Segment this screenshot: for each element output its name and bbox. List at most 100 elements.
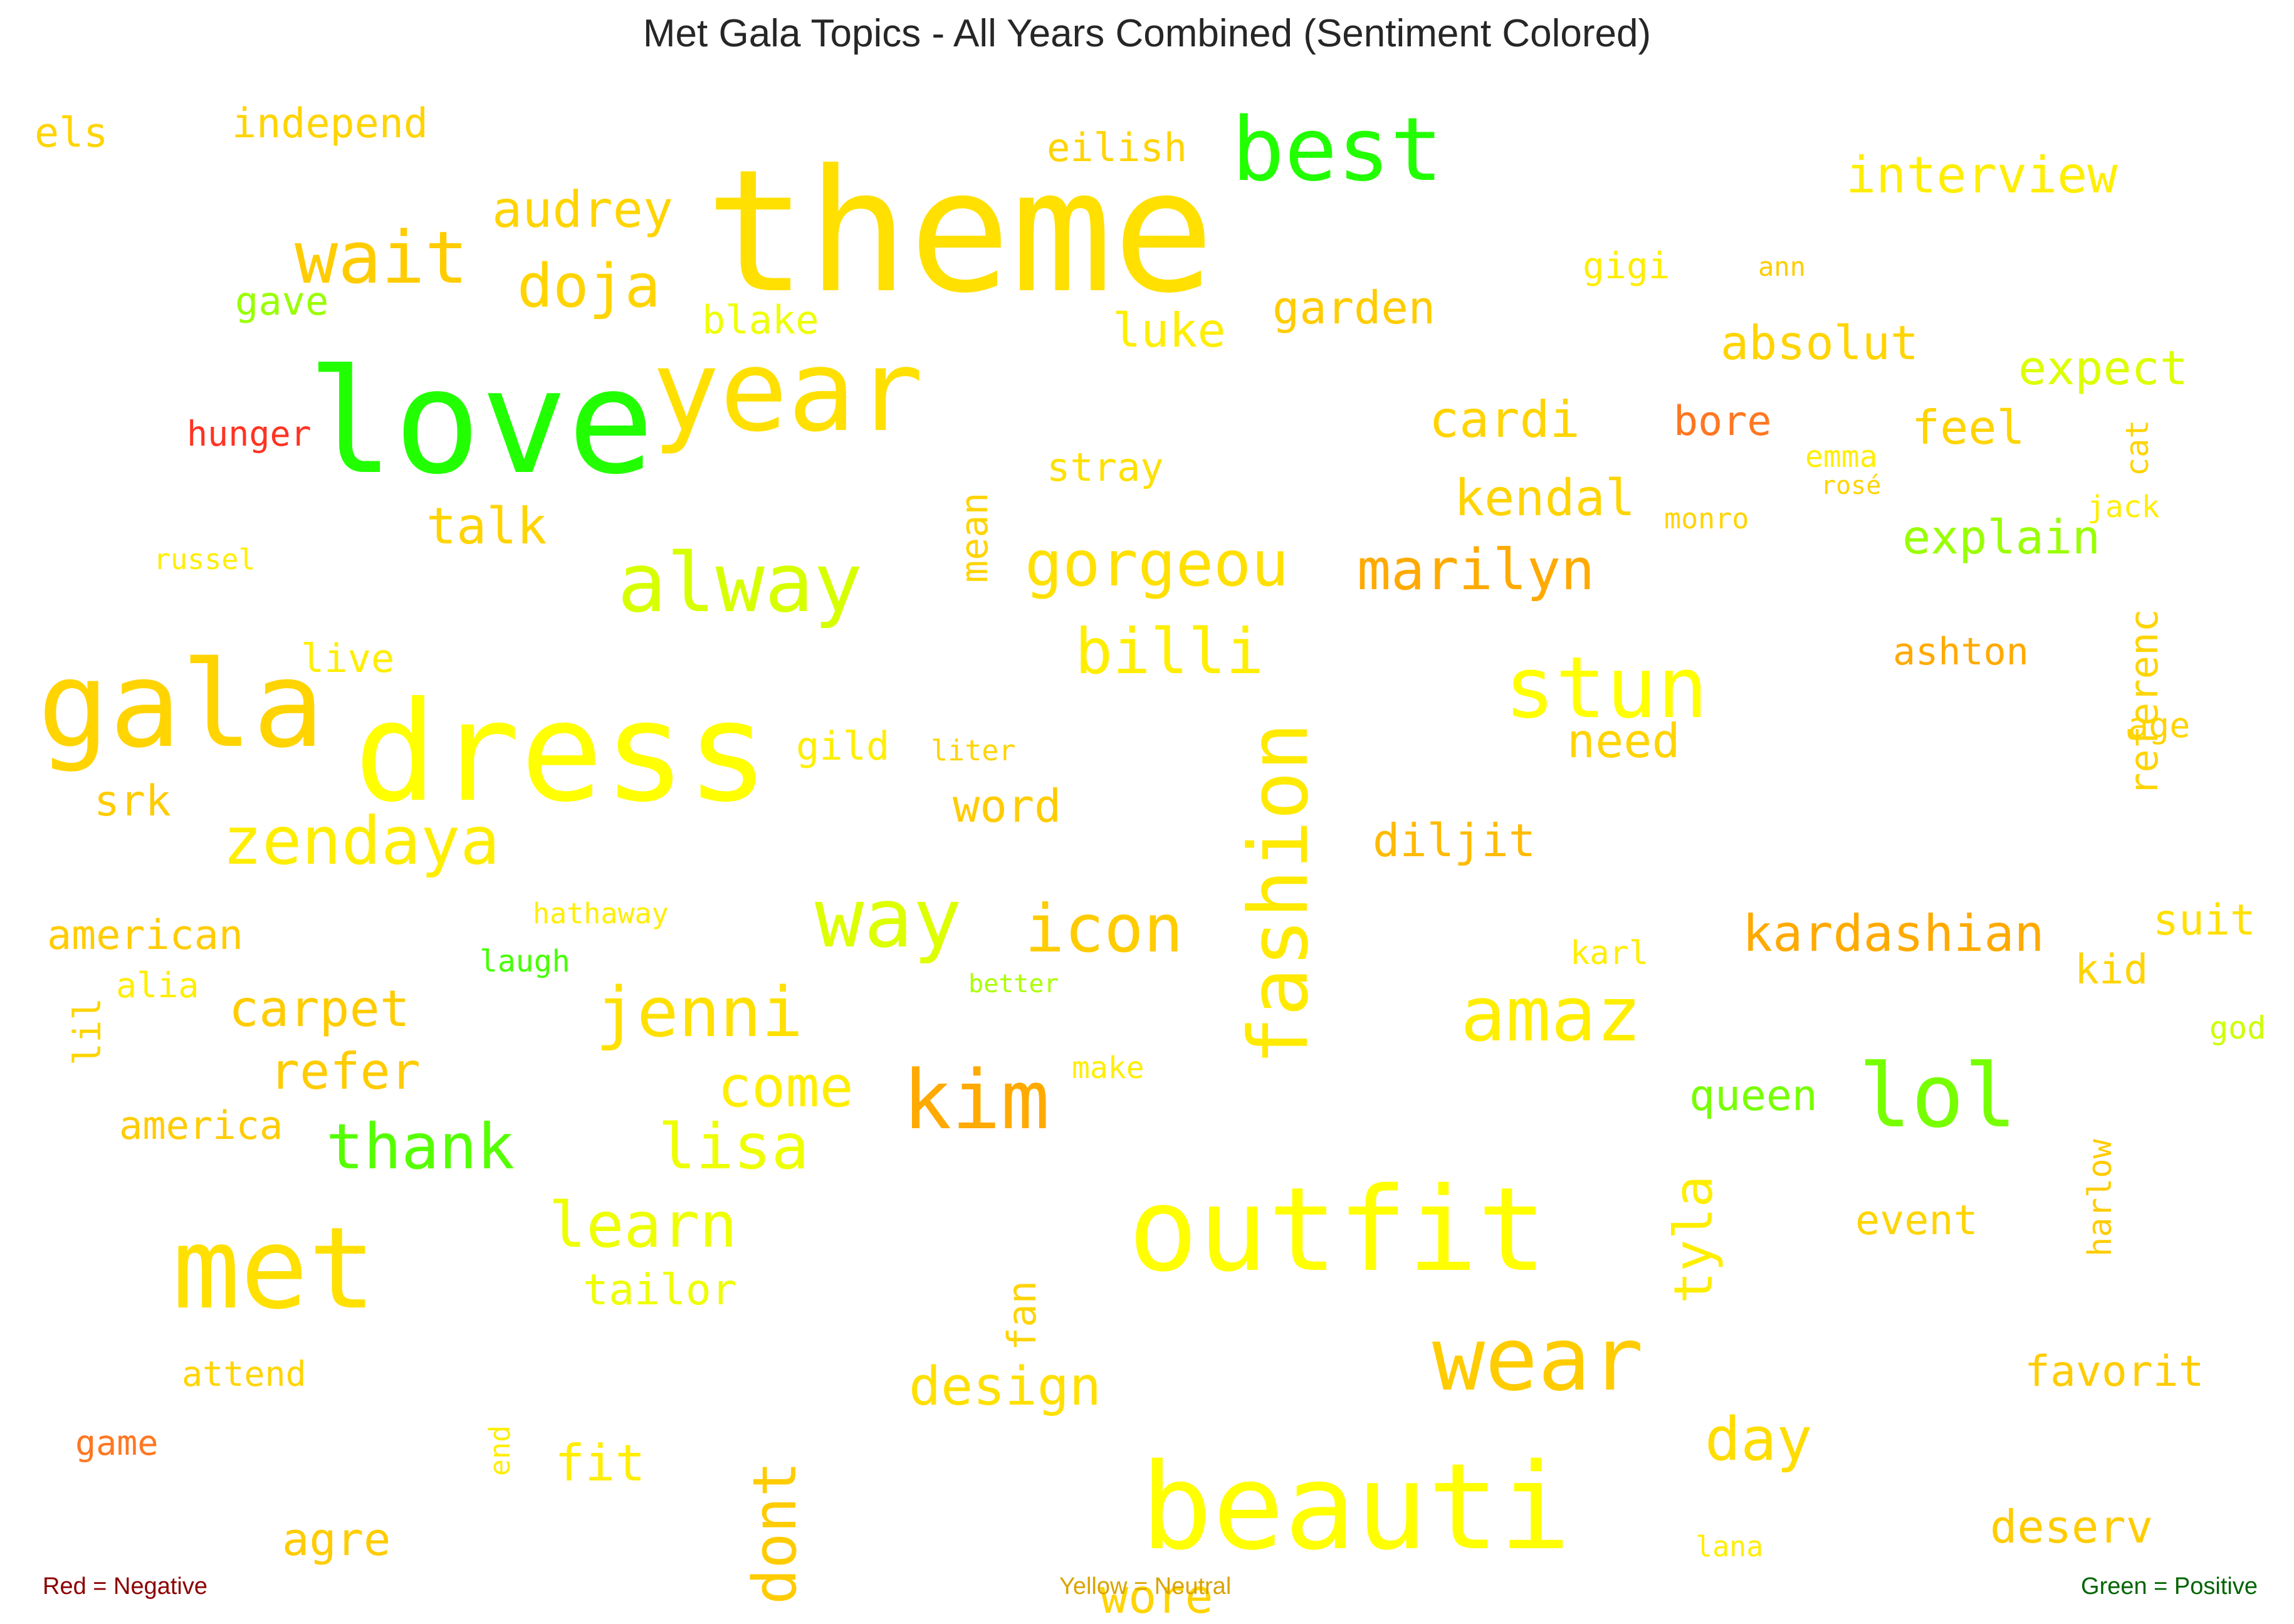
word-come: come (718, 1054, 854, 1120)
word-absolut: absolut (1721, 315, 1919, 370)
word-independ: independ (232, 100, 429, 147)
word-kim: kim (903, 1052, 1050, 1148)
word-marilyn: marilyn (1357, 537, 1595, 603)
word-icon: icon (1025, 891, 1183, 967)
word-stun: stun (1504, 639, 1709, 737)
word-laugh: laugh (479, 944, 570, 979)
word-make: make (1072, 1050, 1144, 1086)
word-monro: monro (1664, 502, 1749, 535)
word-cat: cat (2119, 419, 2155, 476)
word-gala: gala (38, 636, 325, 774)
word-els: els (34, 110, 108, 157)
word-wait: wait (295, 216, 468, 300)
chart-title: Met Gala Topics - All Years Combined (Se… (642, 12, 1652, 55)
word-srk: srk (94, 777, 171, 826)
word-expect: expect (2018, 340, 2188, 396)
word-russel: russel (154, 543, 256, 576)
word-gorgeou: gorgeou (1025, 527, 1289, 600)
word-deserv: deserv (1990, 1501, 2154, 1553)
word-talk: talk (426, 497, 547, 555)
word-american: american (47, 912, 244, 959)
word-lil: lil (66, 997, 110, 1066)
word-jack: jack (2087, 490, 2160, 525)
word-doja: doja (517, 252, 661, 321)
word-gild: gild (796, 723, 890, 769)
word-learn: learn (548, 1188, 738, 1262)
word-gigi: gigi (1583, 244, 1670, 287)
word-carpet: carpet (229, 980, 410, 1038)
word-kid: kid (2075, 946, 2149, 993)
word-fit: fit (555, 1434, 646, 1492)
word-theme: theme (705, 133, 1215, 330)
word-word: word (953, 780, 1062, 832)
word-harlow: harlow (2082, 1139, 2119, 1257)
word-rosé: rosé (1821, 471, 1882, 500)
word-alway: alway (617, 535, 863, 631)
word-bore: bore (1673, 398, 1772, 445)
word-zendaya: zendaya (223, 803, 500, 879)
word-met: met (172, 1203, 377, 1334)
word-jenni: jenni (595, 972, 804, 1052)
legend-negative: Red = Negative (43, 1573, 207, 1600)
word-thank: thank (326, 1110, 515, 1183)
word-attend: attend (182, 1354, 306, 1394)
word-cardi: cardi (1429, 390, 1580, 449)
word-outfit: outfit (1128, 1162, 1548, 1297)
word-liter: liter (931, 734, 1016, 767)
word-design: design (909, 1356, 1102, 1418)
word-ann: ann (1758, 251, 1806, 282)
word-better: better (968, 970, 1059, 998)
word-feel: feel (1912, 400, 2025, 455)
word-diljit: diljit (1373, 814, 1536, 867)
word-way: way (815, 871, 962, 966)
word-age: age (2128, 705, 2191, 745)
word-best: best (1232, 99, 1443, 201)
word-dress: dress (354, 672, 770, 832)
word-ashton: ashton (1893, 630, 2029, 674)
word-alia: alia (116, 965, 199, 1005)
word-fashion: fashion (1231, 722, 1326, 1066)
word-suit: suit (2153, 896, 2256, 945)
word-need: need (1567, 713, 1680, 768)
word-billi: billi (1075, 615, 1264, 688)
legend-neutral: Yellow = Neutral (1059, 1573, 1232, 1600)
word-dont: dont (741, 1461, 810, 1605)
word-mean: mean (953, 492, 997, 584)
word-queen: queen (1689, 1071, 1818, 1121)
word-lana: lana (1695, 1530, 1764, 1563)
word-audrey: audrey (492, 181, 673, 239)
word-live: live (301, 636, 395, 681)
word-end: end (483, 1425, 516, 1476)
word-blake: blake (702, 297, 819, 343)
word-eilish: eilish (1047, 125, 1187, 170)
word-lol: lol (1858, 1045, 2017, 1148)
word-interview: interview (1846, 146, 2118, 204)
word-stray: stray (1047, 444, 1164, 490)
word-gave: gave (235, 278, 329, 324)
word-tyla: tyla (1663, 1175, 1725, 1304)
word-beauti: beauti (1141, 1438, 1571, 1576)
word-game: game (75, 1423, 159, 1463)
word-year: year (652, 326, 924, 457)
word-referenc: referenc (2121, 609, 2167, 796)
word-wear: wear (1432, 1309, 1644, 1411)
word-explain: explain (1902, 510, 2101, 565)
word-hathaway: hathaway (533, 897, 669, 930)
word-agre: agre (282, 1513, 391, 1566)
legend-positive: Green = Positive (2081, 1573, 2258, 1600)
word-day: day (1705, 1405, 1813, 1474)
word-love: love (307, 339, 654, 506)
word-event: event (1855, 1197, 1978, 1244)
word-favorit: favorit (2024, 1347, 2204, 1396)
word-garden: garden (1272, 281, 1436, 334)
word-wore: wore (1100, 1569, 1213, 1624)
word-amaz: amaz (1460, 972, 1642, 1059)
word-hunger: hunger (187, 414, 312, 454)
word-kardashian: kardashian (1742, 904, 2045, 963)
word-tailor: tailor (583, 1265, 737, 1315)
word-fan: fan (999, 1281, 1045, 1351)
word-kendal: kendal (1454, 469, 1635, 527)
word-luke: luke (1113, 303, 1226, 358)
word-emma: emma (1805, 439, 1878, 474)
